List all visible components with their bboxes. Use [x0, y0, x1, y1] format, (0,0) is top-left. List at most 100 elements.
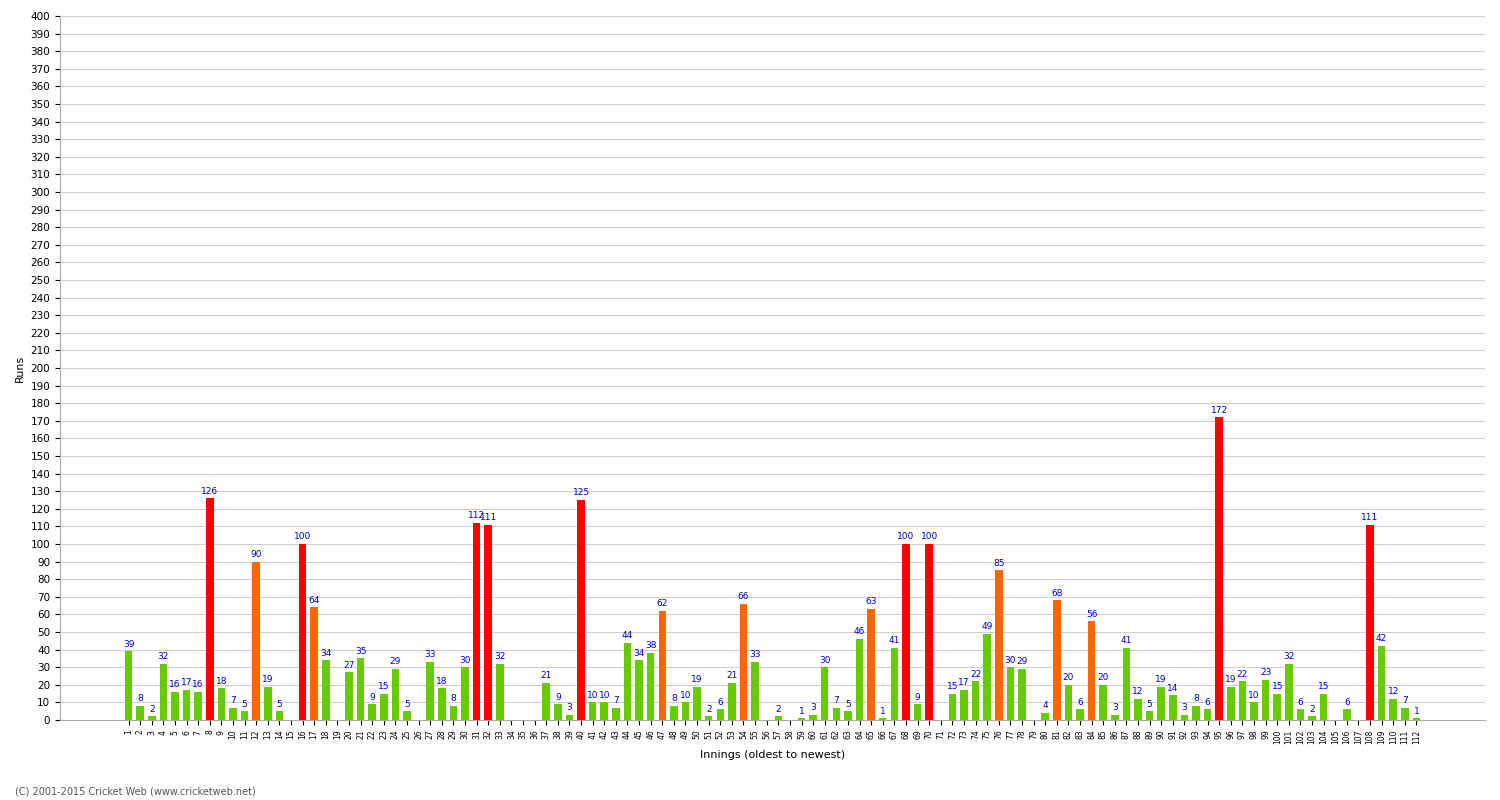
Bar	[1320, 694, 1328, 720]
Bar	[960, 690, 968, 720]
Bar	[554, 704, 561, 720]
Text: 33: 33	[424, 650, 436, 659]
Bar	[1215, 418, 1222, 720]
X-axis label: Innings (oldest to newest): Innings (oldest to newest)	[700, 750, 844, 760]
Text: 125: 125	[573, 488, 590, 498]
Text: 1: 1	[798, 706, 804, 715]
Text: 62: 62	[657, 599, 668, 608]
Bar	[1076, 710, 1083, 720]
Bar	[1158, 686, 1166, 720]
Text: 16: 16	[192, 680, 204, 690]
Text: 35: 35	[356, 646, 366, 656]
Bar	[1227, 686, 1234, 720]
Text: 9: 9	[915, 693, 921, 702]
Text: 1: 1	[1413, 706, 1419, 715]
Text: 9: 9	[369, 693, 375, 702]
Bar	[658, 611, 666, 720]
Text: 41: 41	[1120, 636, 1132, 645]
Bar	[1112, 714, 1119, 720]
Bar	[276, 711, 284, 720]
Bar	[752, 662, 759, 720]
Text: 41: 41	[888, 636, 900, 645]
Text: 3: 3	[1182, 703, 1188, 712]
Bar	[171, 692, 178, 720]
Bar	[926, 544, 933, 720]
Text: 10: 10	[598, 690, 610, 700]
Bar	[1366, 525, 1374, 720]
Bar	[774, 717, 782, 720]
Text: 7: 7	[834, 696, 839, 705]
Bar	[740, 604, 747, 720]
Text: 44: 44	[622, 631, 633, 640]
Bar	[345, 673, 352, 720]
Text: 19: 19	[1155, 675, 1167, 684]
Text: 56: 56	[1086, 610, 1098, 619]
Text: 3: 3	[810, 703, 816, 712]
Bar	[833, 708, 840, 720]
Bar	[543, 683, 550, 720]
Bar	[195, 692, 202, 720]
Text: 6: 6	[1298, 698, 1304, 707]
Text: 15: 15	[378, 682, 390, 691]
Text: 32: 32	[494, 652, 506, 661]
Bar	[217, 688, 225, 720]
Text: 6: 6	[1344, 698, 1350, 707]
Bar	[1308, 717, 1316, 720]
Bar	[879, 718, 886, 720]
Bar	[438, 688, 446, 720]
Text: 111: 111	[1362, 513, 1378, 522]
Bar	[426, 662, 433, 720]
Bar	[984, 634, 992, 720]
Text: 8: 8	[138, 694, 142, 703]
Bar	[1019, 669, 1026, 720]
Bar	[717, 710, 724, 720]
Text: 5: 5	[844, 699, 850, 709]
Text: 8: 8	[450, 694, 456, 703]
Bar	[646, 653, 654, 720]
Text: 100: 100	[921, 532, 938, 542]
Text: 19: 19	[692, 675, 703, 684]
Text: 68: 68	[1052, 589, 1062, 598]
Bar	[496, 664, 504, 720]
Text: 20: 20	[1098, 673, 1108, 682]
Bar	[867, 609, 874, 720]
Text: 126: 126	[201, 486, 219, 495]
Text: 39: 39	[123, 640, 135, 649]
Bar	[994, 570, 1002, 720]
Bar	[1413, 718, 1420, 720]
Text: 21: 21	[726, 671, 738, 680]
Text: 5: 5	[404, 699, 410, 709]
Bar	[159, 664, 166, 720]
Bar	[1007, 667, 1014, 720]
Text: 10: 10	[1248, 690, 1260, 700]
Bar	[404, 711, 411, 720]
Text: 100: 100	[294, 532, 310, 542]
Bar	[891, 648, 898, 720]
Bar	[798, 718, 806, 720]
Text: 100: 100	[897, 532, 915, 542]
Text: 2: 2	[776, 705, 782, 714]
Text: 38: 38	[645, 642, 657, 650]
Bar	[357, 658, 364, 720]
Bar	[566, 714, 573, 720]
Text: 32: 32	[158, 652, 170, 661]
Bar	[948, 694, 956, 720]
Text: 5: 5	[1146, 699, 1152, 709]
Bar	[1192, 706, 1200, 720]
Text: 5: 5	[276, 699, 282, 709]
Bar	[624, 642, 632, 720]
Text: 27: 27	[344, 661, 354, 670]
Bar	[578, 500, 585, 720]
Bar	[693, 686, 700, 720]
Bar	[728, 683, 735, 720]
Bar	[298, 544, 306, 720]
Text: 34: 34	[320, 649, 332, 658]
Bar	[844, 711, 852, 720]
Text: 34: 34	[633, 649, 645, 658]
Text: 12: 12	[1388, 687, 1400, 696]
Bar	[972, 682, 980, 720]
Bar	[1389, 699, 1396, 720]
Text: 7: 7	[230, 696, 236, 705]
Bar	[1088, 622, 1095, 720]
Text: 111: 111	[480, 513, 496, 522]
